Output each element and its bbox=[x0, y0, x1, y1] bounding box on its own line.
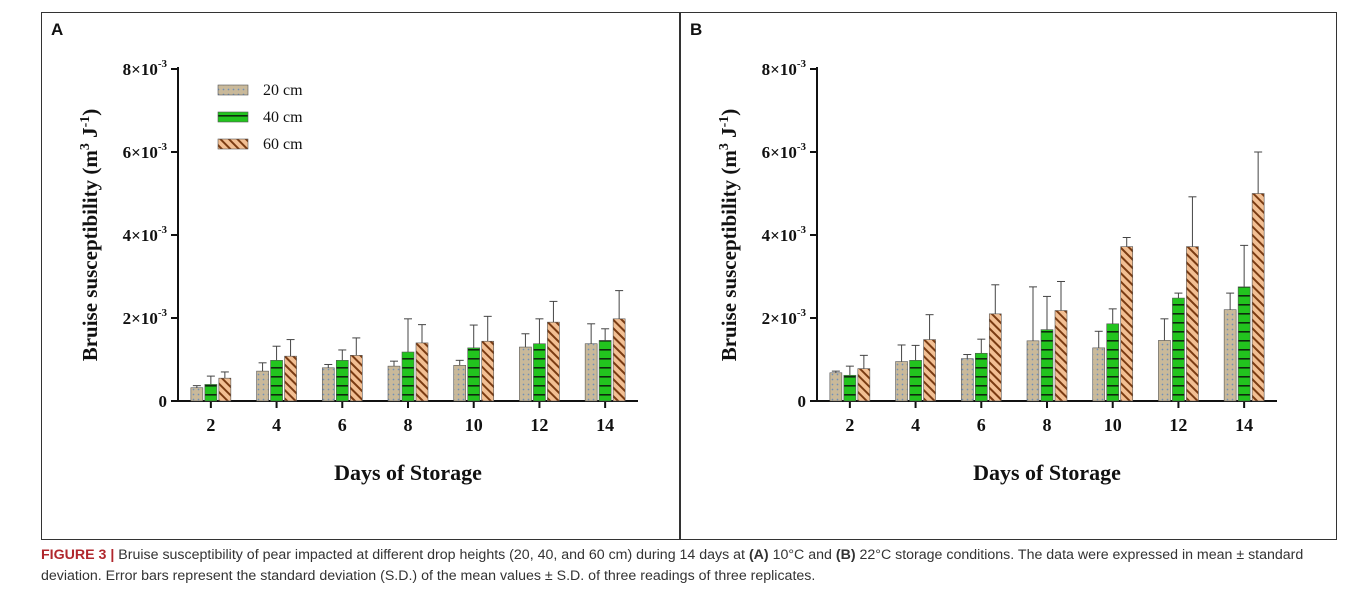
bar bbox=[349, 355, 363, 402]
bar bbox=[519, 346, 532, 402]
y-axis-label: Bruise susceptibility (m3 J-1) bbox=[717, 109, 741, 362]
bar bbox=[1251, 193, 1265, 402]
bar bbox=[612, 318, 626, 402]
caption-label: FIGURE 3 | bbox=[41, 547, 115, 563]
caption-ref-b: (B) bbox=[835, 547, 856, 563]
legend-label: 60 cm bbox=[263, 136, 303, 153]
y-tick-label: 8×10-3 bbox=[762, 58, 807, 79]
figure-caption: FIGURE 3 | Bruise susceptibility of pear… bbox=[41, 545, 1337, 587]
y-tick-label: 2×10-3 bbox=[762, 307, 807, 328]
bar bbox=[1172, 297, 1185, 402]
x-tick-label: 14 bbox=[596, 415, 614, 435]
bar bbox=[204, 384, 218, 402]
bar bbox=[321, 367, 335, 402]
bar bbox=[960, 358, 974, 402]
caption-text-3: 22°C storage conditions. The data were e… bbox=[41, 547, 1304, 584]
panel-divider bbox=[679, 12, 681, 540]
panel-b: B 0 2×10-3 4×10-3 6×10-3 8×10-3 2 4 6 8 10 12 14 Day… bbox=[680, 12, 1318, 540]
y-tick-label: 0 bbox=[159, 392, 168, 411]
y-tick-label: 4×10-3 bbox=[123, 224, 168, 245]
y-tick-label: 6×10-3 bbox=[123, 141, 168, 162]
caption-ref-a: (A) bbox=[748, 547, 769, 563]
y-tick-label: 6×10-3 bbox=[762, 141, 807, 162]
x-tick-label: 14 bbox=[1235, 415, 1253, 435]
bar bbox=[1040, 329, 1054, 402]
bar bbox=[453, 365, 467, 402]
bar bbox=[598, 340, 612, 402]
x-tick-label: 4 bbox=[911, 415, 920, 435]
bar bbox=[190, 387, 204, 402]
x-tick-label: 10 bbox=[1104, 415, 1122, 435]
bar bbox=[1092, 347, 1106, 402]
y-tick-label: 0 bbox=[798, 392, 807, 411]
bar bbox=[547, 321, 560, 402]
y-tick-label: 4×10-3 bbox=[762, 224, 807, 245]
bar bbox=[335, 360, 349, 402]
bar bbox=[829, 372, 843, 402]
panel-a: A 0 2×10-3 4×10-3 6×10-3 8×10-3 2 4 6 8 10 12 14 Day… bbox=[41, 12, 679, 540]
bar bbox=[218, 377, 232, 402]
bar bbox=[284, 355, 297, 402]
x-axis-label: Days of Storage bbox=[334, 460, 482, 485]
y-axis-label: Bruise susceptibility (m3 J-1) bbox=[78, 109, 102, 362]
bar bbox=[1223, 309, 1237, 402]
x-tick-label: 6 bbox=[338, 415, 347, 435]
y-tick-label: 2×10-3 bbox=[123, 307, 168, 328]
legend-swatch bbox=[217, 138, 249, 150]
bar bbox=[1237, 286, 1251, 402]
bar bbox=[387, 365, 401, 402]
y-tick-label: 8×10-3 bbox=[123, 58, 168, 79]
legend-swatch bbox=[217, 84, 249, 96]
bar bbox=[415, 342, 429, 402]
bar bbox=[481, 340, 495, 402]
x-tick-label: 2 bbox=[845, 415, 854, 435]
legend-label: 40 cm bbox=[263, 109, 303, 126]
bar bbox=[895, 361, 908, 402]
bar bbox=[1026, 340, 1040, 402]
legend-label: 20 cm bbox=[263, 82, 303, 99]
bar bbox=[843, 374, 857, 402]
bar bbox=[467, 347, 481, 402]
bar bbox=[909, 360, 922, 402]
bar bbox=[1186, 246, 1199, 402]
bar bbox=[1054, 310, 1068, 402]
x-tick-label: 6 bbox=[977, 415, 986, 435]
bar bbox=[584, 343, 598, 402]
bar bbox=[270, 360, 283, 402]
bar bbox=[1106, 323, 1120, 402]
bar-chart-b: 0 2×10-3 4×10-3 6×10-3 8×10-3 2 4 6 8 10 12 14 Days … bbox=[717, 58, 1277, 485]
bar bbox=[974, 352, 988, 402]
figure-frame bbox=[41, 12, 1337, 540]
legend-swatch bbox=[217, 111, 249, 123]
caption-text-2: 10°C and bbox=[768, 547, 836, 563]
bar bbox=[533, 343, 546, 402]
x-tick-label: 12 bbox=[530, 415, 548, 435]
panel-letter-b: B bbox=[690, 20, 703, 39]
bar bbox=[988, 313, 1002, 402]
x-tick-label: 12 bbox=[1169, 415, 1187, 435]
x-axis-label: Days of Storage bbox=[973, 460, 1121, 485]
bar bbox=[923, 339, 936, 402]
bar bbox=[401, 351, 415, 402]
x-tick-label: 4 bbox=[272, 415, 281, 435]
bar-chart-a: 0 2×10-3 4×10-3 6×10-3 8×10-3 2 4 6 8 10 12 14 Days … bbox=[78, 58, 638, 485]
bar bbox=[256, 370, 269, 402]
bar bbox=[1120, 246, 1134, 402]
x-tick-label: 8 bbox=[1043, 415, 1052, 435]
x-tick-label: 10 bbox=[465, 415, 483, 435]
bar bbox=[1158, 340, 1171, 402]
panel-letter-a: A bbox=[51, 20, 64, 39]
bar bbox=[857, 368, 871, 402]
x-tick-label: 8 bbox=[404, 415, 413, 435]
x-tick-label: 2 bbox=[206, 415, 215, 435]
caption-text-1: Bruise susceptibility of pear impacted a… bbox=[114, 547, 749, 563]
